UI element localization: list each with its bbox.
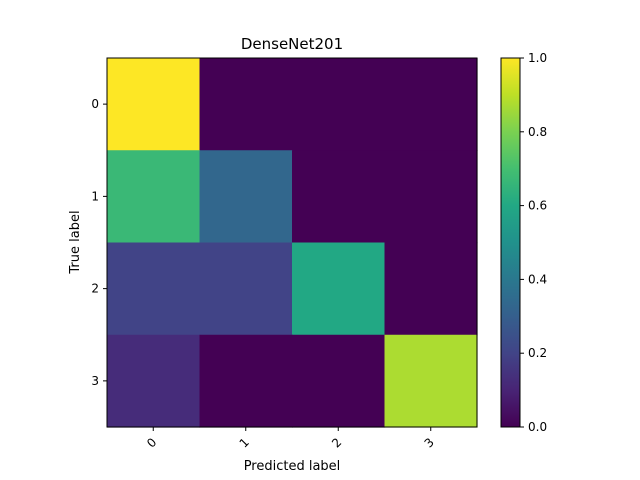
colorbar-tick-label: 0.4 <box>528 272 547 286</box>
heatmap-cell-3-0 <box>107 334 201 428</box>
heatmap-cells <box>107 58 478 428</box>
x-tick-label: 1 <box>237 435 252 450</box>
colorbar-tick-label: 0.8 <box>528 125 547 139</box>
plot-frame <box>106 57 478 428</box>
x-axis-label: Predicted label <box>244 459 341 474</box>
colorbar <box>500 57 521 428</box>
heatmap-cell-1-1 <box>199 150 293 244</box>
heatmap-cell-1-3 <box>384 150 478 244</box>
colorbar-ticks: 0.0 0.2 0.4 0.6 0.8 1.0 <box>520 51 547 434</box>
heatmap-cell-1-0 <box>107 150 201 244</box>
x-tick-label: 3 <box>422 435 437 450</box>
heatmap-cell-2-2 <box>292 242 386 336</box>
colorbar-tick-label: 1.0 <box>528 51 547 65</box>
colorbar-tick-label: 0.6 <box>528 199 547 213</box>
heatmap-cell-3-2 <box>292 334 386 428</box>
heatmap-cell-0-2 <box>292 58 386 151</box>
heatmap-cell-2-3 <box>384 242 478 336</box>
heatmap-cell-3-1 <box>199 334 293 428</box>
heatmap-cell-2-1 <box>199 242 293 336</box>
heatmap-cell-3-3 <box>384 334 478 428</box>
y-tick-label: 1 <box>91 189 99 203</box>
chart-title: DenseNet201 <box>241 35 343 53</box>
colorbar-tick-label: 0.2 <box>528 346 547 360</box>
x-axis-ticks: 0 1 2 3 <box>144 427 437 451</box>
y-axis-label: True label <box>68 210 83 274</box>
x-tick-label: 2 <box>329 435 344 450</box>
heatmap-cell-2-0 <box>107 242 201 336</box>
y-axis-ticks: 0 1 2 3 <box>91 97 107 388</box>
heatmap-cell-0-3 <box>384 58 478 151</box>
heatmap-cell-0-1 <box>199 58 293 151</box>
y-tick-label: 0 <box>91 97 99 111</box>
heatmap-cell-0-0 <box>107 58 201 151</box>
x-tick-label: 0 <box>144 435 159 450</box>
y-tick-label: 2 <box>91 282 99 296</box>
heatmap-cell-1-2 <box>292 150 386 244</box>
y-tick-label: 3 <box>91 374 99 388</box>
colorbar-tick-label: 0.0 <box>528 420 547 434</box>
